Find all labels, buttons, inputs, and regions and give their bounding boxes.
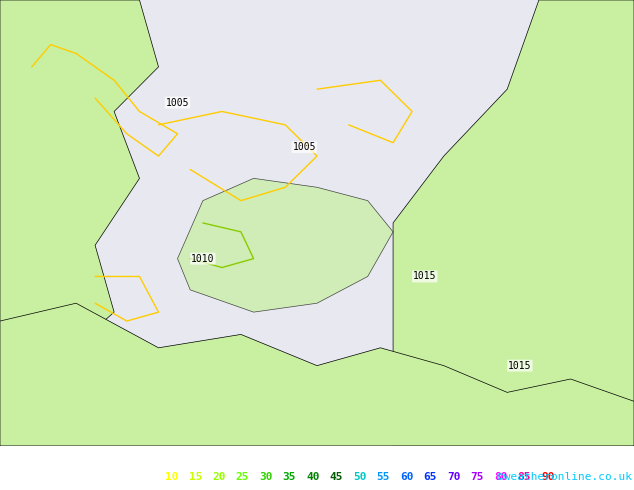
Text: 65: 65 [424, 472, 437, 482]
Text: 40: 40 [306, 472, 320, 482]
Text: We 29-05-2024 12:00 UTC (12+24): We 29-05-2024 12:00 UTC (12+24) [411, 454, 632, 467]
Text: 80: 80 [494, 472, 507, 482]
Text: 30: 30 [259, 472, 273, 482]
Text: 85: 85 [517, 472, 531, 482]
Polygon shape [178, 178, 393, 312]
Text: 1015: 1015 [508, 361, 532, 370]
Polygon shape [393, 0, 634, 446]
Text: 70: 70 [447, 472, 460, 482]
Text: 1005: 1005 [292, 142, 316, 152]
Text: 15: 15 [188, 472, 202, 482]
Text: 50: 50 [353, 472, 366, 482]
Text: Isotachs (mph) [mph] ECMWF: Isotachs (mph) [mph] ECMWF [2, 454, 187, 467]
Text: 90: 90 [541, 472, 555, 482]
Text: Isotachs 10m (mph): Isotachs 10m (mph) [2, 472, 130, 485]
Text: 55: 55 [377, 472, 390, 482]
Text: 60: 60 [400, 472, 413, 482]
Text: 25: 25 [235, 472, 249, 482]
Text: 1010: 1010 [191, 254, 215, 264]
Text: 75: 75 [470, 472, 484, 482]
Text: 1015: 1015 [413, 271, 437, 281]
Text: 35: 35 [283, 472, 296, 482]
Polygon shape [0, 303, 634, 446]
FancyBboxPatch shape [0, 0, 634, 446]
Text: ©weatheronline.co.uk: ©weatheronline.co.uk [497, 472, 632, 482]
Text: 1005: 1005 [165, 98, 190, 108]
Text: 20: 20 [212, 472, 226, 482]
Polygon shape [0, 0, 158, 357]
Text: 45: 45 [330, 472, 343, 482]
Text: 10: 10 [165, 472, 179, 482]
